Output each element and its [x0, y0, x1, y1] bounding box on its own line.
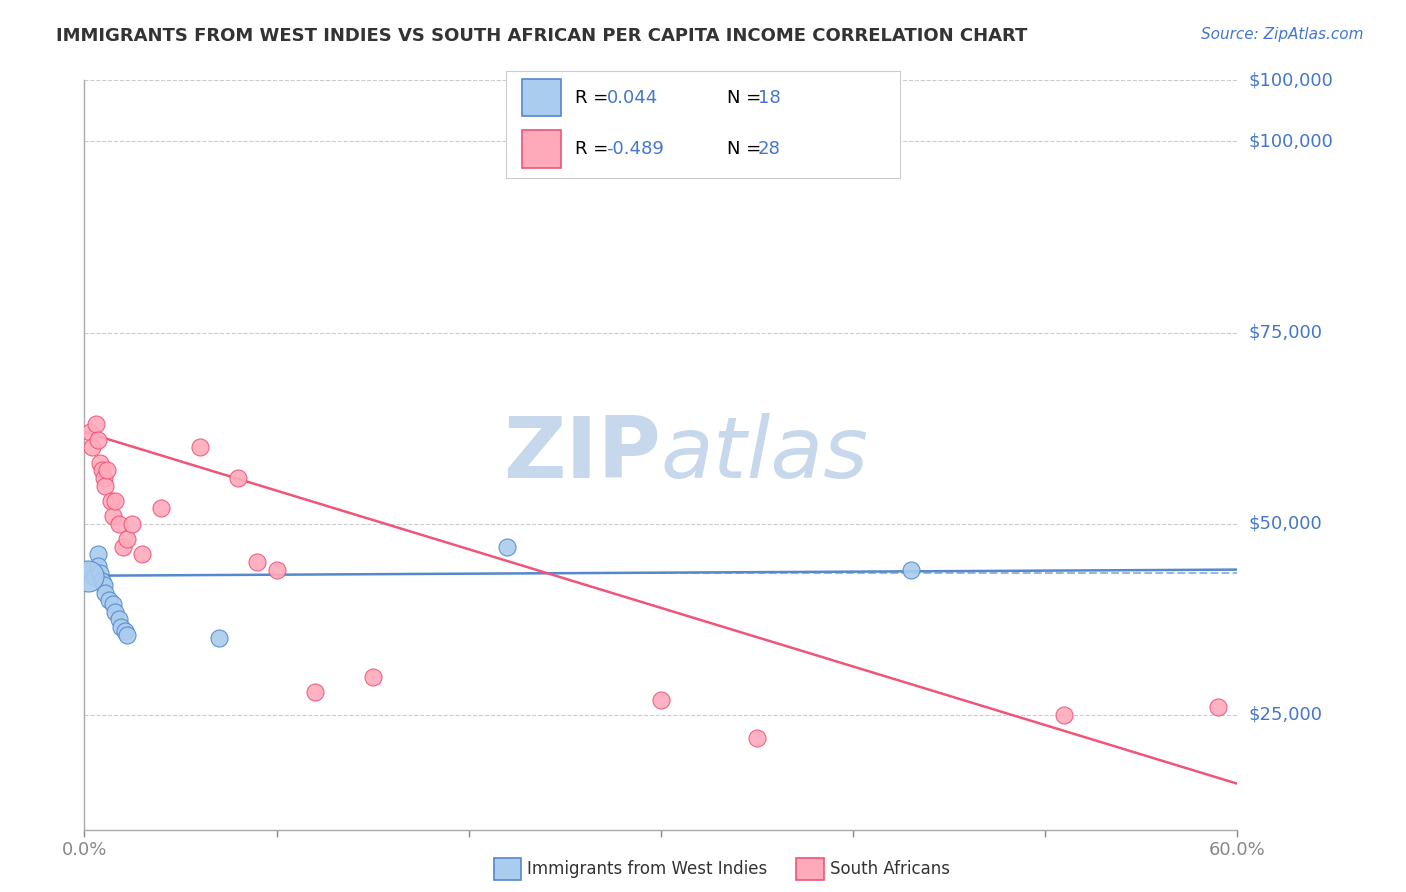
Text: $75,000: $75,000 [1249, 324, 1323, 342]
Text: N =: N = [727, 88, 766, 106]
Text: R =: R = [575, 140, 614, 158]
Point [94, 585, 117, 599]
Text: IMMIGRANTS FROM WEST INDIES VS SOUTH AFRICAN PER CAPITA INCOME CORRELATION CHART: IMMIGRANTS FROM WEST INDIES VS SOUTH AFR… [56, 27, 1028, 45]
Point [108, 612, 131, 626]
Text: $25,000: $25,000 [1249, 706, 1323, 724]
Point [87, 547, 110, 561]
Point [94, 478, 117, 492]
Text: Source: ZipAtlas.com: Source: ZipAtlas.com [1201, 27, 1364, 42]
Text: $100,000: $100,000 [1249, 71, 1333, 89]
Point [1206, 700, 1229, 714]
Point [111, 540, 134, 554]
Text: ZIP: ZIP [503, 413, 661, 497]
Text: Immigrants from West Indies: Immigrants from West Indies [527, 860, 768, 878]
Point [77, 568, 100, 582]
Point [650, 692, 672, 706]
Point [89, 566, 111, 581]
Text: 28: 28 [758, 140, 780, 158]
Point [96, 463, 118, 477]
Point [98, 593, 121, 607]
Bar [522, 130, 561, 168]
Point [89, 456, 111, 470]
Point [361, 670, 384, 684]
Bar [522, 78, 561, 116]
Point [208, 632, 231, 646]
Point [87, 433, 110, 447]
Point [104, 493, 127, 508]
Text: atlas: atlas [661, 413, 869, 497]
Point [150, 501, 173, 516]
Point [87, 558, 110, 573]
Point [103, 509, 124, 524]
Text: R =: R = [575, 88, 614, 106]
Point [188, 440, 211, 454]
Point [80, 440, 103, 454]
Text: 18: 18 [758, 88, 780, 106]
Point [103, 597, 124, 611]
Point [114, 624, 136, 638]
Point [131, 547, 153, 561]
Point [84, 417, 107, 432]
Text: $100,000: $100,000 [1249, 132, 1333, 151]
Point [79, 563, 101, 577]
Point [246, 555, 269, 569]
Point [90, 463, 112, 477]
Point [100, 493, 122, 508]
Point [266, 563, 288, 577]
Point [115, 627, 138, 641]
Point [115, 532, 138, 546]
Point [90, 574, 112, 588]
Point [108, 516, 131, 531]
Text: $50,000: $50,000 [1249, 515, 1322, 533]
Point [121, 516, 143, 531]
Point [745, 731, 768, 745]
Point [93, 471, 115, 485]
Point [104, 605, 127, 619]
Point [900, 563, 922, 577]
Text: -0.489: -0.489 [606, 140, 665, 158]
Text: 0.044: 0.044 [606, 88, 658, 106]
Point [1053, 707, 1076, 722]
Point [110, 620, 132, 634]
Point [304, 685, 326, 699]
Point [496, 540, 519, 554]
Point [226, 471, 249, 485]
Point [93, 578, 115, 592]
Point [79, 425, 101, 439]
Point [83, 570, 105, 584]
Text: South Africans: South Africans [830, 860, 949, 878]
Text: N =: N = [727, 140, 766, 158]
